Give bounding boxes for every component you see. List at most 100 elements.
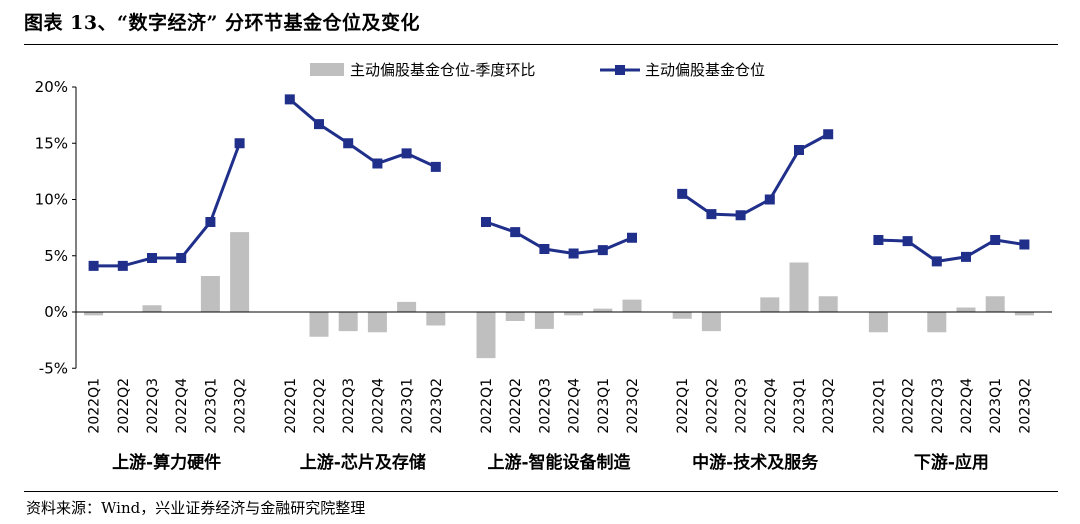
change-bar (505, 312, 525, 321)
position-marker (794, 145, 804, 155)
position-marker (961, 251, 971, 262)
y-axis: 20% 15% 10% 5% 0% -5% (35, 78, 77, 377)
change-bar (367, 312, 387, 333)
x-axis-labels: 2022Q1 2022Q2 2022Q3 2022Q4 2023Q1 2023Q2 2022… (87, 378, 1034, 434)
x-tick-label: 2022Q1 (871, 378, 887, 434)
x-tick-label: 2022Q2 (116, 378, 132, 434)
change-bar (789, 262, 809, 312)
position-lines (88, 94, 1030, 271)
change-bar (701, 312, 721, 332)
x-tick-label: 2023Q2 (429, 378, 445, 434)
position-marker (343, 138, 354, 149)
position-line (878, 238, 1025, 263)
x-tick-label: 2022Q2 (704, 378, 720, 434)
position-marker (147, 253, 157, 263)
change-bar (426, 312, 446, 326)
change-bar (309, 312, 329, 337)
position-marker (314, 119, 324, 130)
x-tick-label: 2022Q4 (567, 378, 583, 434)
figure-source: 资料来源：Wind，兴业证券经济与金融研究院整理 (26, 499, 366, 517)
position-marker (568, 248, 579, 259)
group-label: 上游-芯片及存储 (300, 452, 426, 473)
change-bar (397, 301, 417, 312)
position-line (288, 98, 437, 169)
x-tick-label: 2023Q2 (1017, 378, 1033, 434)
legend-line-marker (615, 65, 625, 75)
change-bar (622, 299, 642, 312)
fund-position-chart: 主动偏股基金仓位-季度环比 主动偏股基金仓位 20% 15% 10% 5% 0% -5% 2… (35, 61, 1052, 473)
x-tick-label: 2022Q2 (508, 378, 524, 434)
legend-bar-swatch (310, 63, 344, 76)
change-bar (476, 312, 496, 359)
x-tick-label: 2022Q4 (763, 378, 779, 434)
change-bar (593, 308, 613, 312)
position-marker (510, 227, 521, 238)
x-tick-label: 2023Q1 (203, 378, 219, 434)
change-bar (868, 312, 888, 333)
y-tick-label: 15% (35, 134, 68, 152)
change-bar (142, 305, 162, 312)
position-marker (990, 235, 1001, 245)
y-tick-label: 5% (44, 247, 68, 265)
position-marker (284, 94, 295, 105)
x-tick-label: 2022Q3 (537, 378, 553, 434)
x-tick-label: 2022Q1 (87, 378, 103, 434)
change-bar (534, 312, 554, 329)
position-marker (902, 236, 913, 247)
change-bar (564, 312, 584, 316)
x-tick-label: 2022Q4 (959, 378, 975, 434)
x-tick-label: 2023Q1 (988, 378, 1004, 434)
group-label: 上游-智能设备制造 (487, 452, 631, 473)
position-marker (735, 210, 746, 221)
x-tick-label: 2023Q1 (792, 378, 808, 434)
y-tick-label: -5% (39, 359, 68, 377)
position-marker (764, 194, 775, 205)
y-tick-label: 0% (44, 303, 68, 321)
x-tick-label: 2022Q3 (145, 378, 161, 434)
position-line (485, 220, 633, 256)
legend-bar-label: 主动偏股基金仓位-季度环比 (350, 61, 535, 79)
position-marker (627, 232, 637, 243)
position-marker (401, 148, 412, 159)
group-labels: 上游-算力硬件 上游-芯片及存储 上游-智能设备制造 中游-技术及服务 下游-应用 (112, 452, 989, 473)
position-marker (481, 217, 491, 227)
position-marker (823, 129, 834, 140)
position-marker (597, 245, 608, 256)
x-tick-label: 2023Q2 (233, 378, 249, 434)
position-marker (117, 260, 128, 271)
change-bar (1014, 312, 1034, 316)
x-tick-label: 2022Q4 (174, 378, 190, 434)
change-bar (956, 307, 976, 312)
position-marker (873, 235, 884, 245)
position-marker (539, 244, 550, 254)
x-tick-label: 2023Q1 (400, 378, 416, 434)
title-rule (24, 44, 1058, 45)
change-bar (200, 276, 220, 312)
change-bar (760, 297, 780, 312)
position-line (681, 132, 829, 217)
position-marker (205, 217, 216, 227)
position-marker (677, 188, 688, 199)
x-tick-label: 2022Q2 (312, 378, 328, 434)
position-marker (706, 209, 717, 220)
position-marker (176, 253, 187, 263)
x-tick-label: 2023Q2 (821, 378, 837, 434)
figure-title: 图表 13、“数字经济” 分环节基金仓位及变化 (24, 12, 421, 34)
x-tick-label: 2022Q3 (734, 378, 750, 434)
change-bar (985, 296, 1005, 312)
group-label: 中游-技术及服务 (692, 452, 819, 473)
change-bar (84, 312, 104, 316)
y-tick-label: 10% (35, 191, 68, 209)
x-tick-label: 2022Q3 (341, 378, 357, 434)
change-bars (84, 232, 1034, 359)
group-label: 上游-算力硬件 (112, 452, 221, 473)
x-tick-label: 2022Q1 (283, 378, 299, 434)
legend-line-label: 主动偏股基金仓位 (645, 61, 765, 79)
position-marker (88, 260, 99, 271)
change-bar (338, 312, 358, 332)
position-marker (234, 138, 245, 149)
change-bar (230, 232, 250, 312)
position-marker (372, 158, 383, 169)
x-tick-label: 2023Q1 (596, 378, 612, 434)
x-tick-label: 2022Q3 (930, 378, 946, 434)
